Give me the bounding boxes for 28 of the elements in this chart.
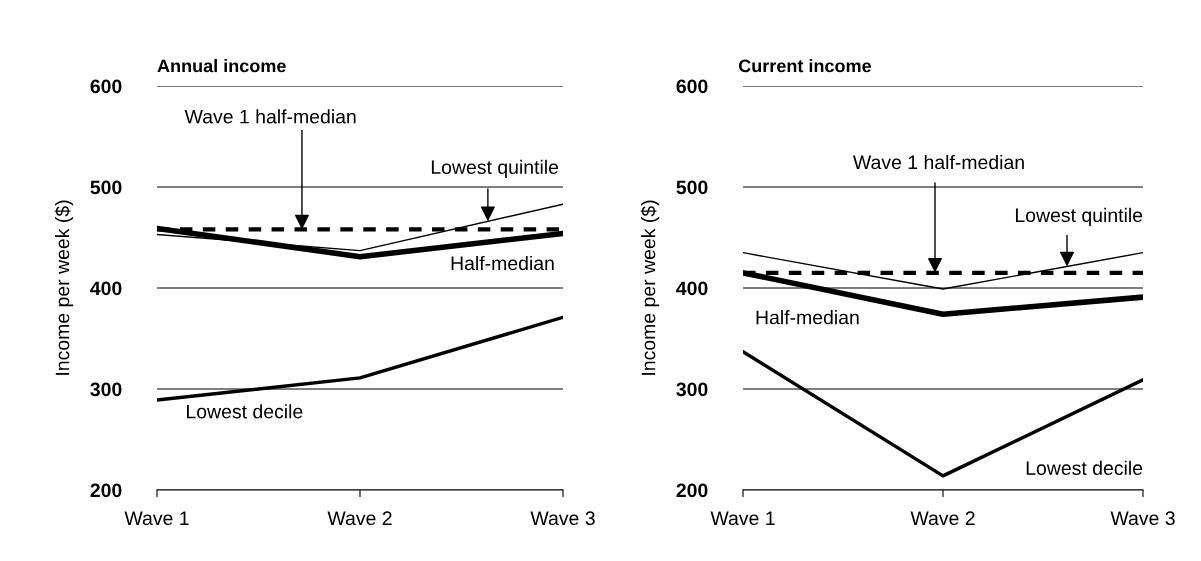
ref-line-label: Wave 1 half-median [184,109,356,124]
y-tick-label: 500 [90,180,122,195]
y-tick-label: 600 [676,79,708,94]
series-label: Lowest decile [187,404,303,419]
series-label: Lowest quintile [431,159,559,178]
x-tick-label: Wave 3 [530,511,595,526]
y-axis-title: Income per week ($) [640,200,660,375]
y-tick-label: 300 [676,382,708,397]
x-tick-label: Wave 3 [1110,511,1175,526]
chart-title: Current income [738,59,872,73]
x-tick-label: Wave 1 [710,511,775,526]
series-label: Lowest decile [1026,460,1143,476]
series-label: Half-median [451,255,554,271]
y-tick-label: 200 [676,483,708,498]
y-tick-label: 400 [90,281,122,296]
y-axis-title: Income per week ($) [54,200,74,375]
x-tick-label: Wave 2 [910,511,975,526]
y-tick-label: 200 [90,483,122,498]
ref-line-label: Wave 1 half-median [852,154,1024,170]
series-label: Lowest quintile [1015,207,1143,226]
y-tick-label: 600 [90,79,122,94]
x-tick-label: Wave 1 [124,511,189,526]
y-tick-label: 300 [90,382,122,397]
chart-title: Annual income [157,59,286,73]
series-label: Half-median [756,310,859,325]
x-tick-label: Wave 2 [327,511,392,526]
y-tick-label: 400 [676,281,708,296]
y-tick-label: 500 [676,180,708,195]
